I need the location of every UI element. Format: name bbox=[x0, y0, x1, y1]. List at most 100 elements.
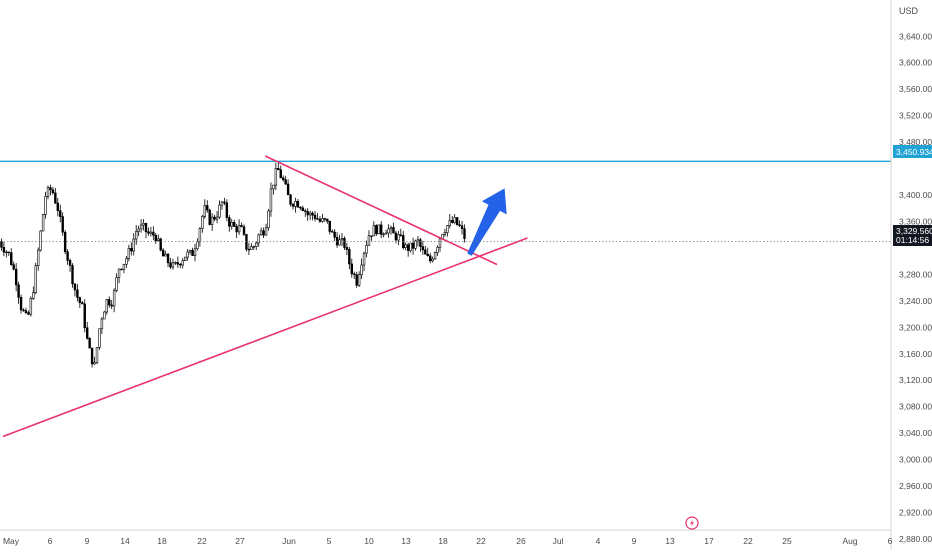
price-tick-label: 3,160.000 bbox=[899, 349, 932, 359]
up-right-arrow-icon[interactable] bbox=[467, 188, 507, 256]
candle-body bbox=[0, 241, 3, 248]
candle-body bbox=[272, 184, 275, 190]
candle-body bbox=[215, 216, 219, 220]
price-tick-label: 3,520.000 bbox=[899, 111, 932, 121]
candle-body bbox=[154, 235, 157, 242]
resistance-price-label: 3,450.934 bbox=[896, 147, 932, 157]
candle-body bbox=[108, 299, 111, 306]
candle-body bbox=[193, 248, 197, 256]
candle-body bbox=[255, 242, 258, 247]
candle-body bbox=[125, 258, 128, 265]
trendline[interactable] bbox=[2, 237, 528, 438]
candle-body bbox=[196, 241, 199, 250]
drawings-layer[interactable] bbox=[0, 155, 891, 438]
time-tick-label: 22 bbox=[197, 536, 207, 546]
time-tick-label: 17 bbox=[704, 536, 714, 546]
candle-body bbox=[63, 231, 67, 253]
candle-body bbox=[225, 202, 229, 218]
candle-body bbox=[130, 248, 133, 252]
candle-body bbox=[353, 273, 356, 276]
candle-body bbox=[419, 239, 422, 247]
candle-body bbox=[203, 205, 206, 217]
candle-body bbox=[86, 327, 89, 339]
candle-body bbox=[103, 311, 106, 320]
candle-body bbox=[22, 309, 25, 312]
lightning-icon[interactable] bbox=[685, 516, 699, 530]
candle-body bbox=[56, 202, 60, 211]
time-tick-label: 9 bbox=[632, 536, 637, 546]
candle-body bbox=[233, 222, 236, 227]
candle-body bbox=[157, 238, 160, 242]
candle-body bbox=[44, 196, 47, 215]
time-tick-label: 22 bbox=[476, 536, 486, 546]
candle-body bbox=[29, 298, 33, 315]
time-tick-label: 5 bbox=[327, 536, 332, 546]
candle-body bbox=[463, 228, 466, 240]
candle-body bbox=[51, 189, 55, 194]
candle-body bbox=[451, 220, 454, 223]
candle-body bbox=[242, 226, 246, 235]
candle-body bbox=[240, 225, 243, 227]
time-axis[interactable]: May 6 9 14 18 22 27 Jun 5 10 13 18 22 26 Jul 4 9 13 17 22 25… bbox=[3, 536, 893, 546]
time-tick-label: 9 bbox=[85, 536, 90, 546]
time-tick-label: 18 bbox=[157, 536, 167, 546]
candle-body bbox=[313, 214, 317, 219]
time-tick-label: Jun bbox=[282, 536, 296, 546]
current-price-label-bg bbox=[893, 225, 932, 246]
candle-body bbox=[404, 244, 407, 249]
candle-body bbox=[147, 231, 150, 234]
candle-body bbox=[78, 297, 82, 304]
candle-body bbox=[186, 251, 189, 258]
candle-body bbox=[338, 239, 341, 246]
candle-body bbox=[24, 310, 28, 313]
candle-body bbox=[355, 274, 358, 286]
price-tick-label: 3,560.000 bbox=[899, 84, 932, 94]
candle-body bbox=[184, 256, 187, 261]
candle-body bbox=[12, 264, 15, 270]
time-tick-label: Jul bbox=[553, 536, 564, 546]
price-axis[interactable]: 3,640.000 3,600.000 3,560.000 3,520.000 3,48… bbox=[899, 31, 932, 544]
candle-body bbox=[379, 224, 383, 235]
candle-body bbox=[367, 235, 371, 246]
time-tick-label: 14 bbox=[120, 536, 130, 546]
candle-body bbox=[112, 290, 116, 307]
price-tick-label: 3,400.000 bbox=[899, 190, 932, 200]
candle-body bbox=[166, 253, 170, 264]
time-tick-label: 25 bbox=[782, 536, 792, 546]
candle-body bbox=[296, 200, 300, 208]
candle-body bbox=[127, 248, 131, 259]
candle-body bbox=[100, 318, 104, 330]
candle-body bbox=[179, 263, 182, 266]
candle-body bbox=[360, 264, 363, 276]
candle-body bbox=[247, 248, 251, 251]
candle-body bbox=[228, 217, 231, 227]
candle-body bbox=[220, 201, 224, 206]
candle-body bbox=[316, 218, 319, 220]
candle-body bbox=[81, 302, 84, 305]
time-tick-label: 13 bbox=[401, 536, 411, 546]
candle-body bbox=[76, 289, 79, 298]
trendline[interactable] bbox=[264, 155, 498, 266]
time-tick-label: 27 bbox=[235, 536, 245, 546]
candle-body bbox=[362, 252, 366, 266]
candle-body bbox=[264, 227, 268, 236]
candle-body bbox=[122, 263, 126, 270]
candle-body bbox=[414, 240, 417, 249]
candle-body bbox=[286, 183, 290, 196]
resistance-price-label-bg bbox=[893, 145, 932, 158]
candle-body bbox=[446, 225, 449, 233]
candle-body bbox=[411, 242, 415, 249]
price-tick-label: 2,960.000 bbox=[899, 481, 932, 491]
countdown-label: 01:14:56 bbox=[896, 235, 929, 245]
candle-body bbox=[428, 255, 432, 262]
candle-body bbox=[399, 234, 402, 236]
candle-body bbox=[250, 246, 253, 250]
candle-body bbox=[357, 274, 361, 286]
candle-body bbox=[259, 230, 263, 236]
candle-body bbox=[71, 265, 74, 285]
candle-body bbox=[340, 238, 344, 241]
price-tick-label: 2,880.000 bbox=[899, 534, 932, 544]
candle-body bbox=[169, 262, 172, 268]
